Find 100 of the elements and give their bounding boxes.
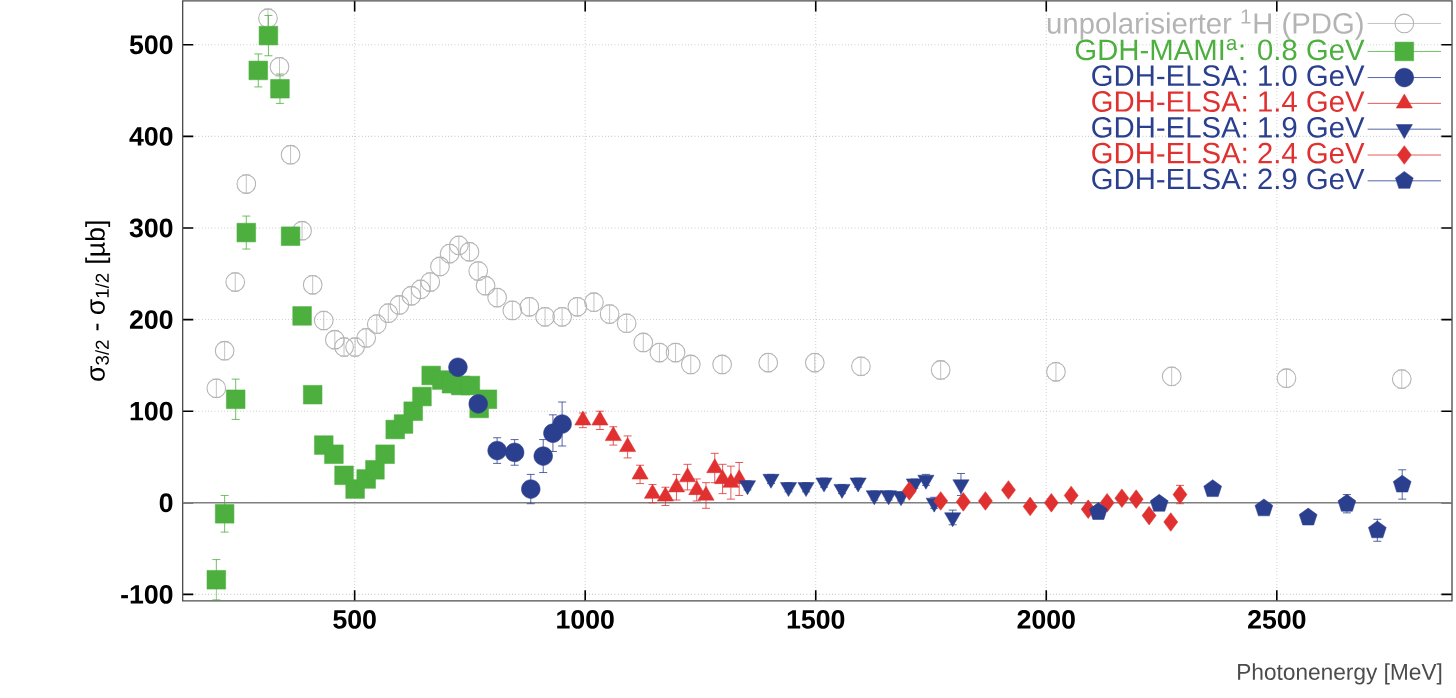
point <box>956 492 971 512</box>
point <box>303 385 323 405</box>
point <box>302 274 323 295</box>
point <box>649 342 670 363</box>
y-tick-label: 100 <box>130 401 173 421</box>
x-tick-label: 1500 <box>787 609 845 629</box>
y-tick-label: 0 <box>159 493 173 513</box>
point <box>1150 494 1169 512</box>
point <box>1089 502 1108 520</box>
point <box>206 570 226 590</box>
point <box>851 356 871 377</box>
point <box>665 342 686 363</box>
point <box>215 504 235 524</box>
point <box>902 481 917 501</box>
x-tick-label: 500 <box>333 609 376 629</box>
point <box>1001 480 1016 500</box>
point <box>533 446 553 466</box>
point <box>258 8 278 29</box>
point <box>804 352 825 373</box>
point <box>448 357 468 377</box>
point <box>270 79 290 99</box>
point <box>292 306 312 326</box>
point <box>1337 494 1357 512</box>
point <box>460 375 480 396</box>
point <box>292 220 312 241</box>
x-axis-title: Photonenergy [MeV] <box>1238 663 1442 685</box>
point <box>459 241 480 262</box>
point <box>356 327 377 348</box>
x-tick-label: 2500 <box>1248 609 1306 629</box>
point <box>535 306 555 327</box>
legend-label: GDH-MAMI$^{a}$: 0.8 GeV <box>1075 38 1365 61</box>
point <box>334 337 354 357</box>
point <box>420 272 441 292</box>
point <box>1114 488 1130 508</box>
point <box>1046 361 1066 382</box>
point <box>1141 505 1157 526</box>
point <box>584 292 604 312</box>
point <box>1203 479 1222 497</box>
legend-label: GDH-ELSA: 2.9 GeV <box>1092 168 1365 190</box>
y-axis-title: σ$_{3/2}$ - σ$_{1/2}$ [µb] <box>85 221 111 381</box>
point <box>679 467 696 483</box>
point <box>502 300 523 321</box>
point <box>269 56 290 77</box>
point <box>412 386 432 407</box>
legend-label: GDH-ELSA: 1.4 GeV <box>1092 91 1365 112</box>
point <box>375 444 395 464</box>
point <box>236 222 256 243</box>
x-tick-label: 2000 <box>1017 609 1075 629</box>
point <box>1128 489 1144 509</box>
legend-label: GDH-ELSA: 1.9 GeV <box>1092 116 1365 138</box>
y-tick-label: -100 <box>121 584 173 604</box>
point <box>280 226 301 246</box>
point <box>226 389 246 409</box>
point <box>1391 369 1412 389</box>
legend-label: GDH-ELSA: 2.4 GeV <box>1092 142 1365 164</box>
point <box>248 60 268 80</box>
point <box>225 272 246 292</box>
point <box>1161 366 1182 387</box>
point <box>280 144 301 165</box>
point <box>401 285 422 306</box>
point <box>712 354 732 375</box>
point <box>758 352 779 373</box>
point <box>258 25 279 46</box>
y-tick-label: 200 <box>129 310 173 329</box>
point <box>487 287 507 308</box>
x-tick-label: 1000 <box>557 609 614 629</box>
y-tick-label: 400 <box>129 126 173 146</box>
point <box>324 444 344 464</box>
legend-label: GDH-ELSA: 1.0 GeV <box>1092 65 1365 87</box>
point <box>1063 485 1079 505</box>
point <box>933 491 948 511</box>
point <box>236 174 257 194</box>
point <box>410 279 431 300</box>
point <box>448 235 469 256</box>
y-tick-label: 300 <box>129 218 173 238</box>
point <box>680 354 701 375</box>
point <box>214 340 235 361</box>
point <box>1368 520 1387 539</box>
point <box>1393 474 1412 493</box>
legend-label: unpolarisierter $^{1}$H (PDG) <box>1047 9 1363 40</box>
point <box>567 296 588 317</box>
point <box>599 304 620 324</box>
y-tick-label: 500 <box>129 35 173 55</box>
point <box>313 310 334 331</box>
point <box>1276 368 1297 389</box>
point <box>1299 507 1318 526</box>
point <box>468 261 489 281</box>
point <box>521 479 541 499</box>
point <box>487 440 507 461</box>
point <box>616 313 637 334</box>
point <box>430 256 450 277</box>
point <box>930 360 951 380</box>
point <box>1022 496 1038 516</box>
point <box>475 275 496 296</box>
point <box>365 460 385 480</box>
point <box>978 491 993 511</box>
point <box>505 442 525 462</box>
point <box>206 378 227 399</box>
point <box>1254 498 1274 517</box>
point <box>324 329 345 350</box>
